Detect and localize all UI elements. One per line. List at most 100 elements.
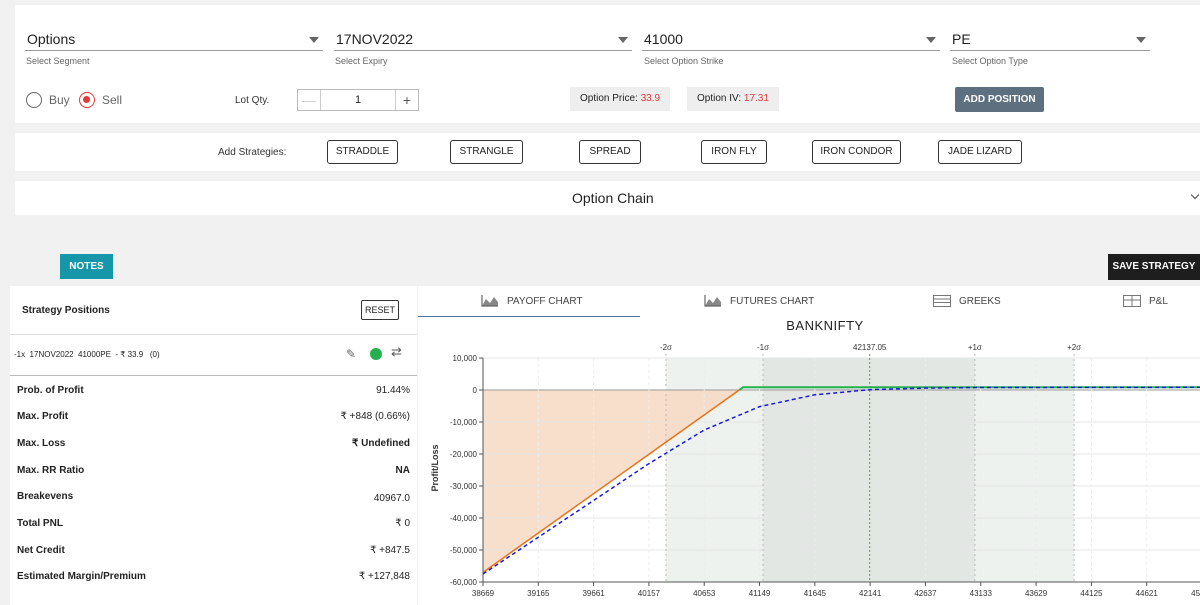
strike-help: Select Option Strike: [644, 56, 724, 66]
expiry-value: 17NOV2022: [336, 31, 414, 47]
x-tick-label: 41149: [749, 589, 771, 598]
tab-payoff-chart[interactable]: PAYOFF CHART: [481, 295, 583, 307]
metric-value: ₹ +847.5: [369, 545, 410, 556]
swap-icon[interactable]: ⇄: [391, 344, 402, 359]
sigma-label: +2σ: [1067, 343, 1081, 352]
tab-label: GREEKS: [959, 295, 1001, 307]
option-iv-chip: Option IV: 17.31: [687, 87, 779, 111]
metric-value: 40967.0: [373, 493, 410, 504]
payoff-chart: BANKNIFTY Profit/Loss 10,000 0 -10,000 -20,…: [430, 320, 1200, 598]
y-tick-label: -50,000: [450, 546, 478, 555]
x-tick-label: 39165: [527, 589, 550, 598]
active-tab-underline: [418, 316, 640, 317]
x-tick-label: 39661: [582, 589, 605, 598]
tab-pnl[interactable]: P&L: [1123, 295, 1168, 307]
type-help: Select Option Type: [952, 56, 1028, 66]
sigma-label: +1σ: [968, 343, 982, 352]
chevron-down-icon: [1136, 37, 1146, 43]
sigma-label: -2σ: [660, 343, 672, 352]
plus-button[interactable]: +: [402, 92, 412, 108]
reset-button[interactable]: RESET: [361, 300, 399, 320]
tab-label: P&L: [1149, 295, 1168, 307]
chevron-down-icon: [1190, 190, 1200, 200]
y-axis-label: Profit/Loss: [430, 444, 440, 491]
option-price-chip: Option Price: 33.9: [570, 87, 671, 111]
jade-lizard-button[interactable]: JADE LIZARD: [938, 140, 1022, 164]
x-tick-label: 43629: [1025, 589, 1048, 598]
area-chart-icon: [704, 295, 721, 307]
x-tick-label: 44125: [1080, 589, 1103, 598]
y-tick-label: 10,000: [453, 354, 478, 363]
notes-button[interactable]: NOTES: [60, 254, 113, 279]
iron-condor-button[interactable]: IRON CONDOR: [812, 140, 901, 164]
metric-label: Net Credit: [17, 545, 65, 556]
x-tick-label: 40157: [638, 589, 661, 598]
edit-icon[interactable]: ✎: [346, 347, 357, 361]
spot-label: 42137.05: [853, 343, 887, 352]
metric-label: Max. Loss: [17, 438, 66, 449]
chevron-down-icon: [926, 37, 936, 43]
metric-value: ₹ 0: [395, 518, 410, 529]
sell-radio[interactable]: [79, 92, 95, 108]
chevron-down-icon: [309, 37, 319, 43]
metric-label: Breakevens: [17, 491, 74, 502]
buy-label: Buy: [49, 93, 70, 107]
y-tick-label: 0: [473, 386, 478, 395]
option-iv-label: Option IV:: [697, 93, 742, 104]
lot-qty-stepper: — 1 +: [297, 89, 419, 111]
lot-qty-input[interactable]: 1: [320, 90, 396, 110]
expiry-select[interactable]: 17NOV2022: [334, 29, 632, 51]
lot-qty-label: Lot Qty.: [235, 95, 270, 106]
y-tick-label: -40,000: [450, 514, 478, 523]
metric-value: ₹ +127,848: [358, 571, 410, 582]
x-tick-label: 44621: [1136, 589, 1159, 598]
segment-value: Options: [27, 31, 76, 47]
segment-select[interactable]: Options: [25, 29, 323, 51]
chevron-down-icon: [618, 37, 628, 43]
y-tick-label: -20,000: [450, 450, 478, 459]
add-strategies-label: Add Strategies:: [218, 147, 287, 158]
strangle-button[interactable]: STRANGLE: [450, 140, 523, 164]
tab-label: PAYOFF CHART: [507, 295, 583, 307]
target-payoff-line: [482, 386, 1200, 575]
option-chain-title: Option Chain: [572, 190, 654, 206]
option-iv-value: 17.31: [743, 93, 769, 104]
position-leg-text: -1x 17NOV2022 41000PE - ₹ 33.9 (0): [14, 350, 160, 359]
grid-icon: [1123, 295, 1141, 307]
strategy-positions-panel: Strategy Positions RESET -1x 17NOV2022 4…: [10, 286, 417, 605]
segment-help: Select Segment: [26, 56, 90, 66]
status-dot[interactable]: [370, 348, 382, 360]
expiry-payoff-line: [482, 389, 740, 574]
x-tick-label: 42637: [914, 589, 937, 598]
metric-value: ₹ Undefined: [351, 438, 410, 449]
area-chart-icon: [481, 295, 498, 307]
positions-title: Strategy Positions: [22, 305, 110, 316]
option-chain-accordion[interactable]: Option Chain: [15, 181, 1200, 215]
type-select[interactable]: PE: [950, 29, 1150, 51]
y-tick-label: -30,000: [450, 482, 478, 491]
divider: [10, 375, 417, 376]
metric-label: Max. RR Ratio: [17, 465, 85, 476]
x-tick-label: 41645: [804, 589, 827, 598]
buy-radio[interactable]: [26, 92, 42, 108]
x-tick-label: 42141: [859, 589, 882, 598]
strike-select[interactable]: 41000: [642, 29, 940, 51]
save-strategy-button[interactable]: SAVE STRATEGY: [1108, 254, 1200, 280]
iron-fly-button[interactable]: IRON FLY: [701, 140, 767, 164]
divider: [10, 334, 417, 335]
expiry-help: Select Expiry: [335, 56, 388, 66]
y-tick-label: -10,000: [450, 418, 478, 427]
tab-label: FUTURES CHART: [730, 295, 815, 307]
tab-futures-chart[interactable]: FUTURES CHART: [704, 295, 814, 307]
minus-button[interactable]: —: [302, 92, 316, 108]
straddle-button[interactable]: STRADDLE: [327, 140, 398, 164]
x-tick-label: 38669: [472, 589, 495, 598]
spread-button[interactable]: SPREAD: [579, 140, 641, 164]
metric-label: Max. Profit: [17, 411, 69, 422]
x-tick-label: 45117: [1191, 589, 1200, 598]
x-tick-label: 40653: [693, 589, 716, 598]
metric-value: 91.44%: [376, 385, 410, 396]
strike-value: 41000: [644, 31, 683, 47]
add-position-button[interactable]: ADD POSITION: [955, 87, 1044, 112]
tab-greeks[interactable]: GREEKS: [933, 295, 1001, 307]
